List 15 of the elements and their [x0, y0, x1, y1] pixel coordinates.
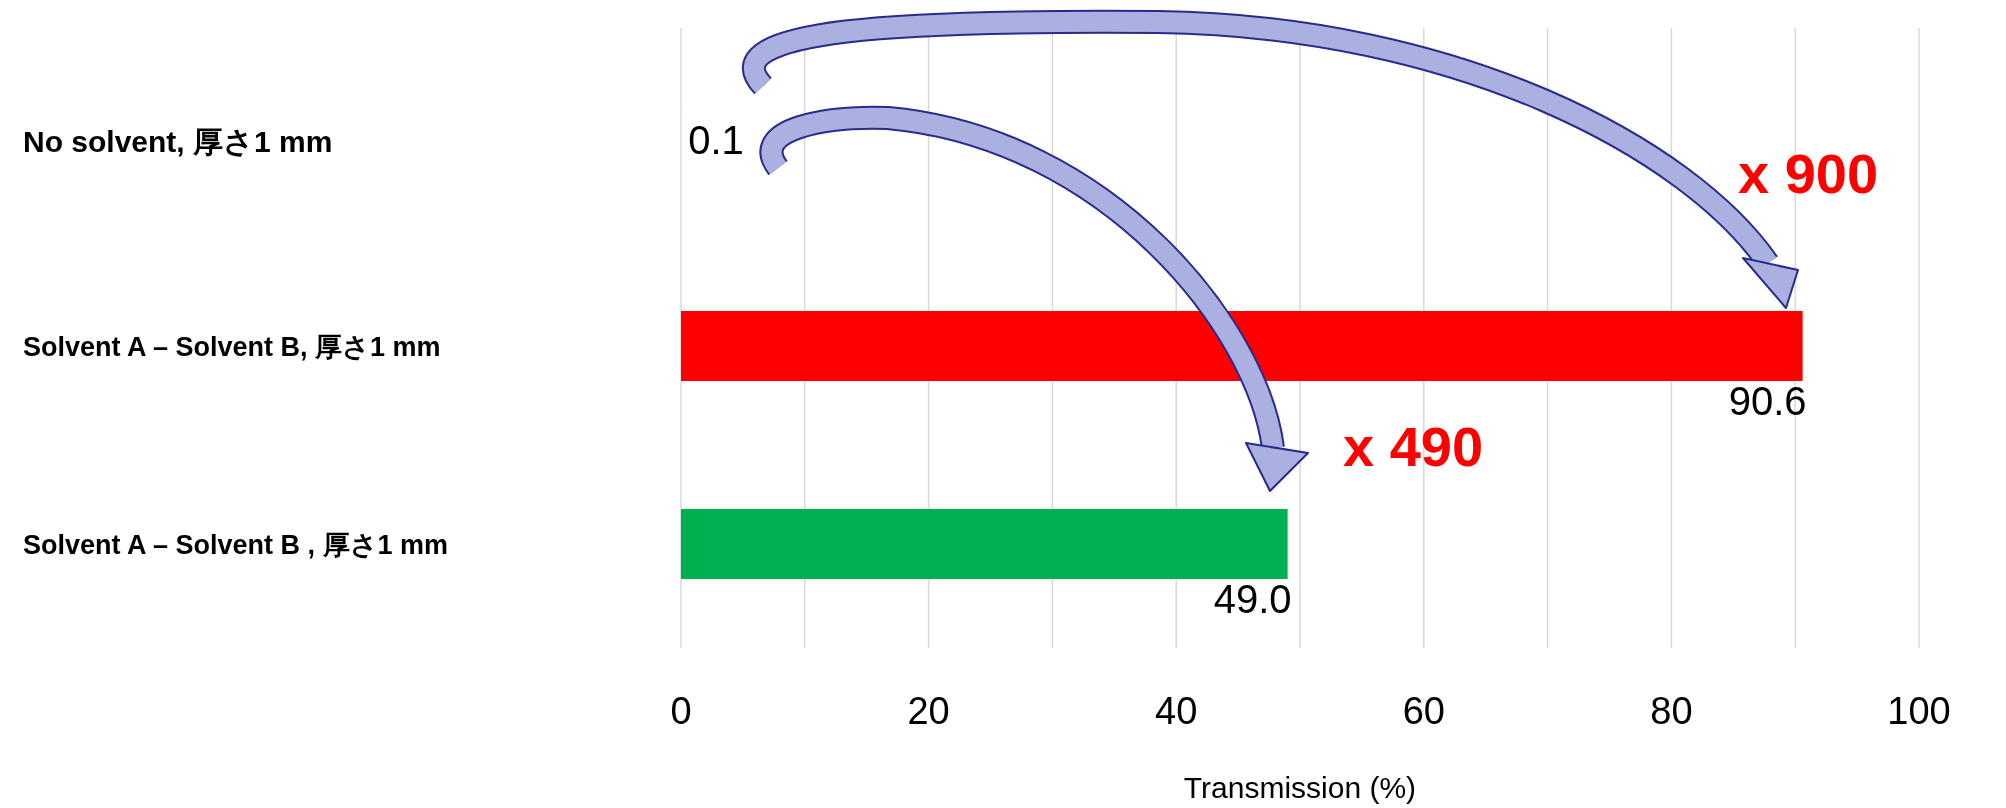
x-axis-title: Transmission (%): [1183, 771, 1417, 804]
x-tick-label: 80: [1650, 690, 1693, 732]
y-tick-label: Solvent A – Solvent B, 厚さ1 mm: [23, 332, 441, 362]
x-tick-label: 40: [1155, 690, 1198, 732]
y-tick-label: No solvent, 厚さ1 mm: [23, 125, 333, 158]
x-tick-label: 100: [1887, 690, 1951, 732]
x-tick-label: 20: [907, 690, 950, 732]
annotation: x 490: [1343, 415, 1484, 478]
data-label: 0.1: [688, 118, 744, 162]
y-tick-label: Solvent A – Solvent B , 厚さ1 mm: [23, 530, 449, 560]
data-label: 90.6: [1728, 379, 1807, 423]
annotation: x 900: [1738, 142, 1879, 205]
data-label: 49.0: [1213, 577, 1292, 621]
x-tick-label: 60: [1402, 690, 1445, 732]
x-tick-label: 0: [670, 690, 692, 732]
